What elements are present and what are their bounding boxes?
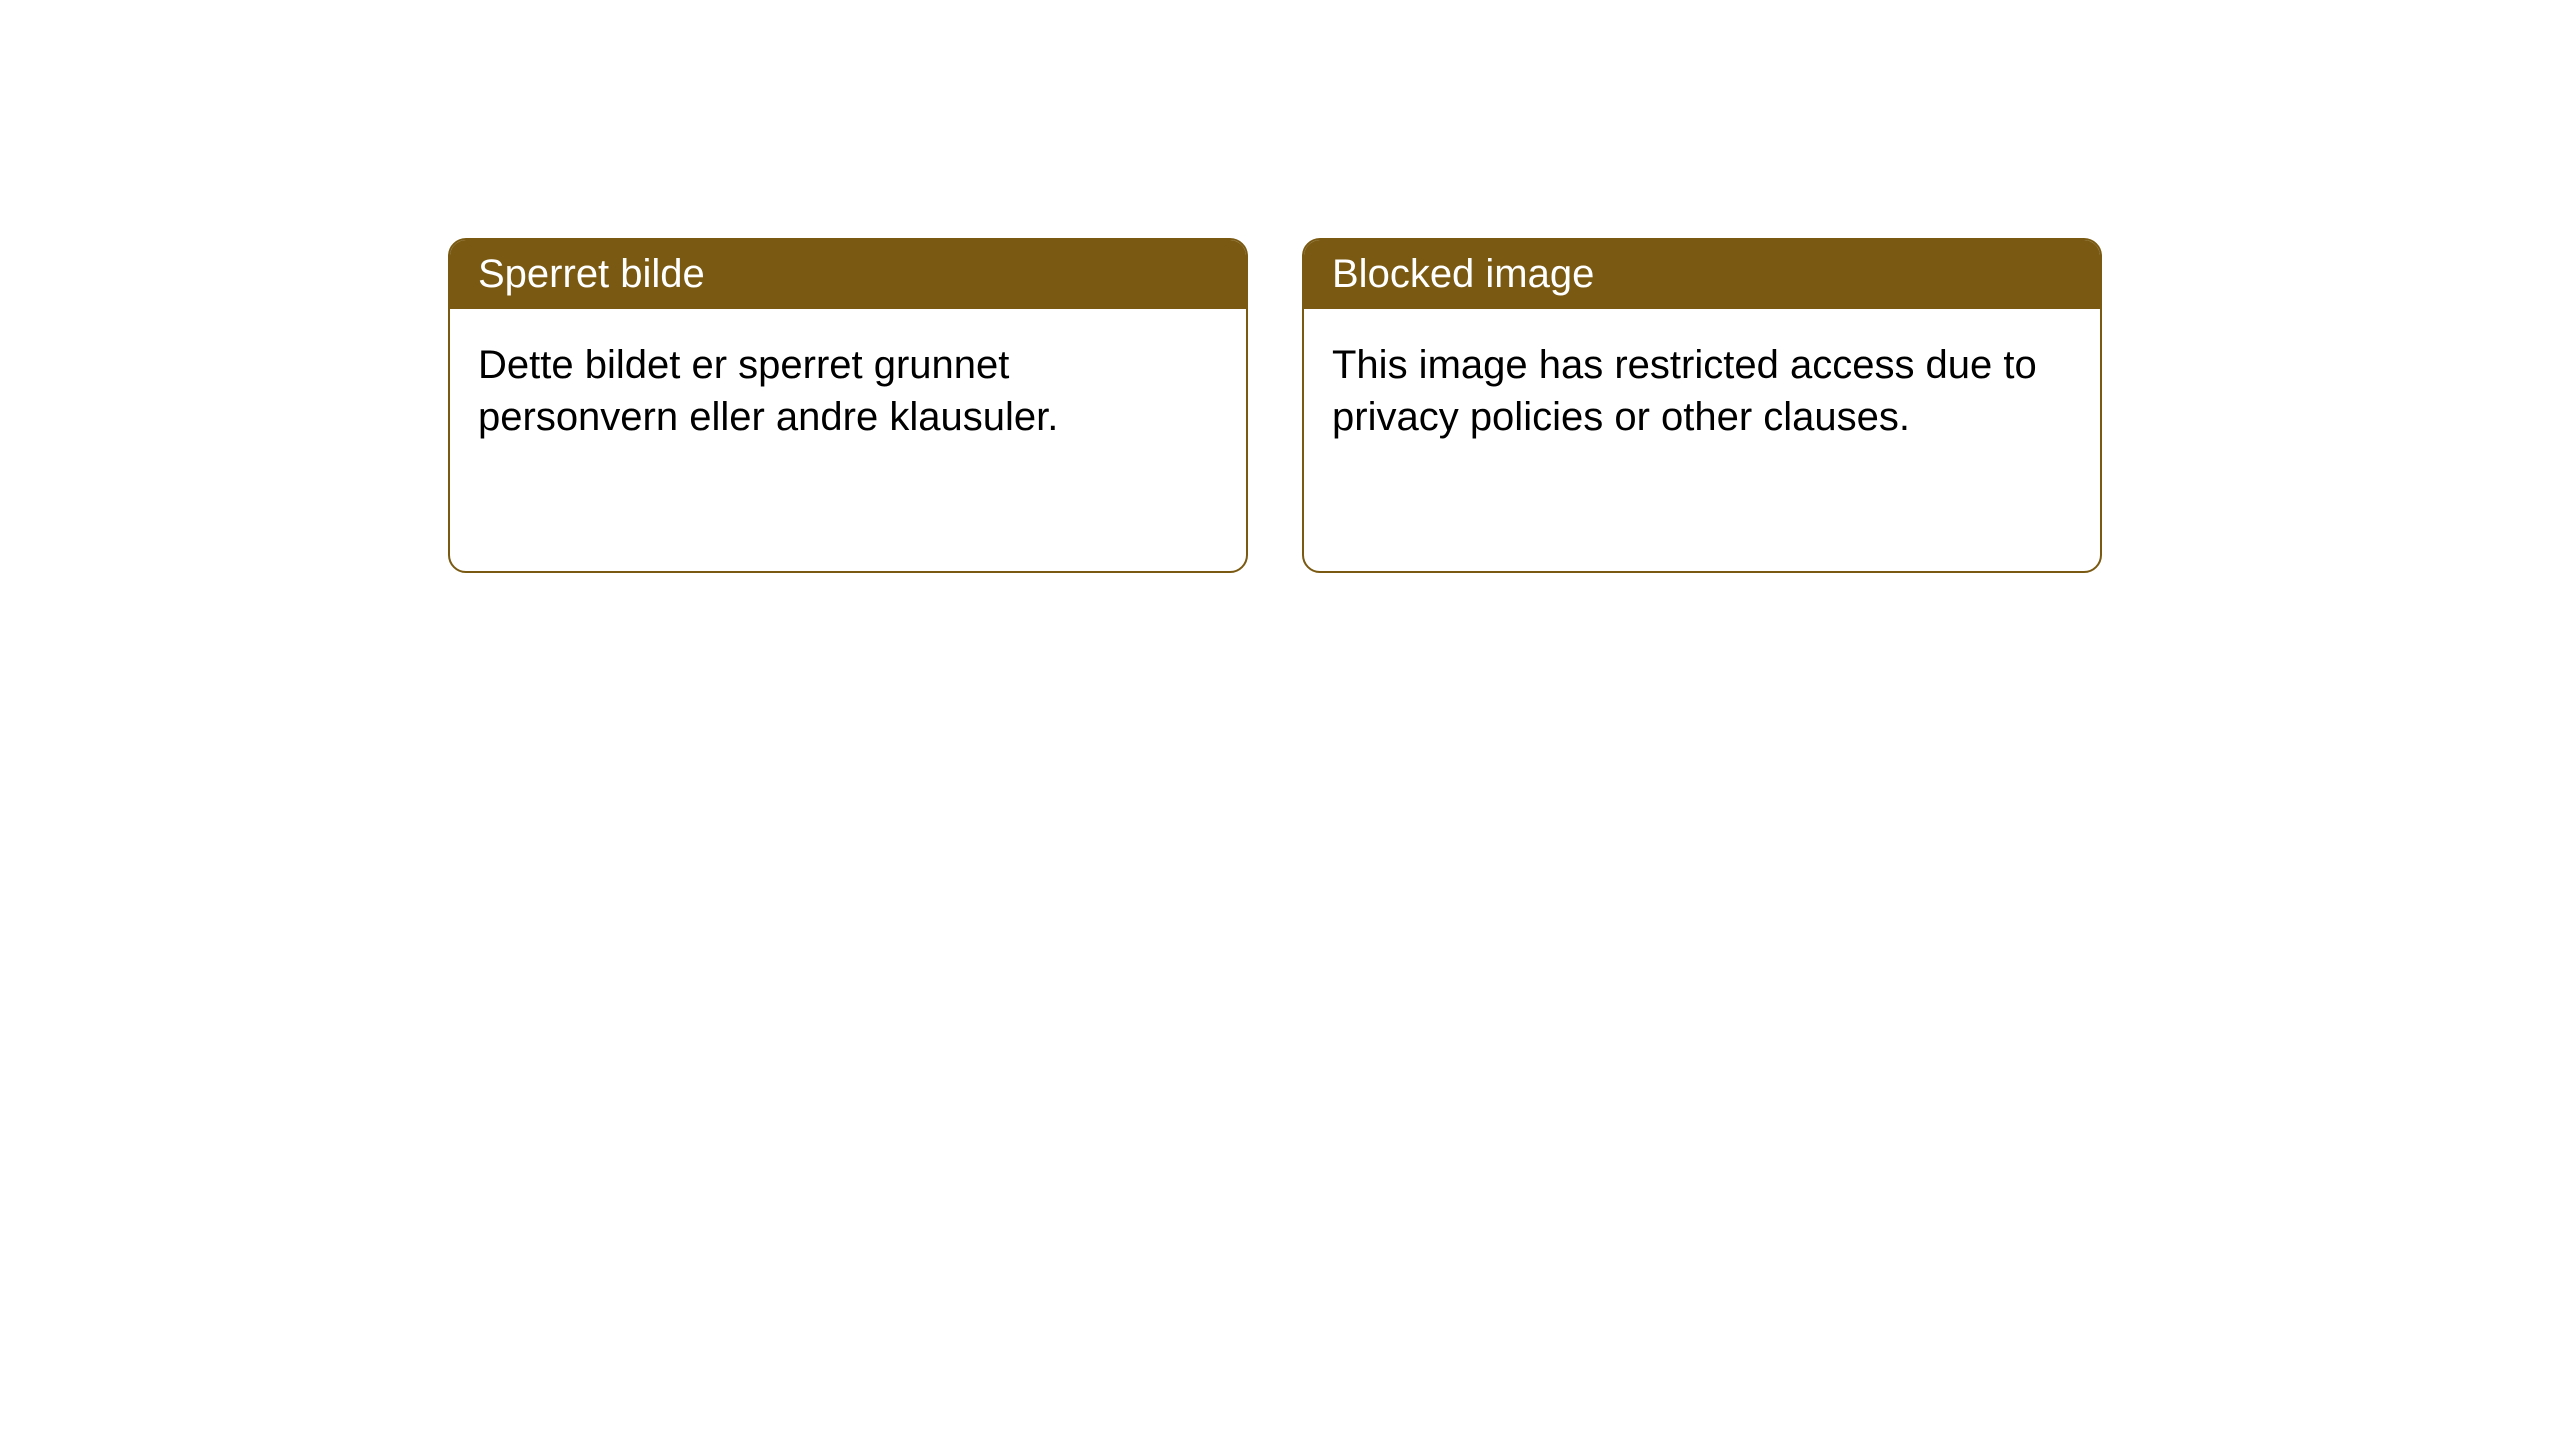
card-body-en: This image has restricted access due to …	[1304, 309, 2100, 473]
blocked-image-card-no: Sperret bilde Dette bildet er sperret gr…	[448, 238, 1248, 573]
blocked-image-cards: Sperret bilde Dette bildet er sperret gr…	[448, 238, 2560, 573]
card-title-no: Sperret bilde	[450, 240, 1246, 309]
blocked-image-card-en: Blocked image This image has restricted …	[1302, 238, 2102, 573]
card-title-en: Blocked image	[1304, 240, 2100, 309]
card-body-no: Dette bildet er sperret grunnet personve…	[450, 309, 1246, 473]
